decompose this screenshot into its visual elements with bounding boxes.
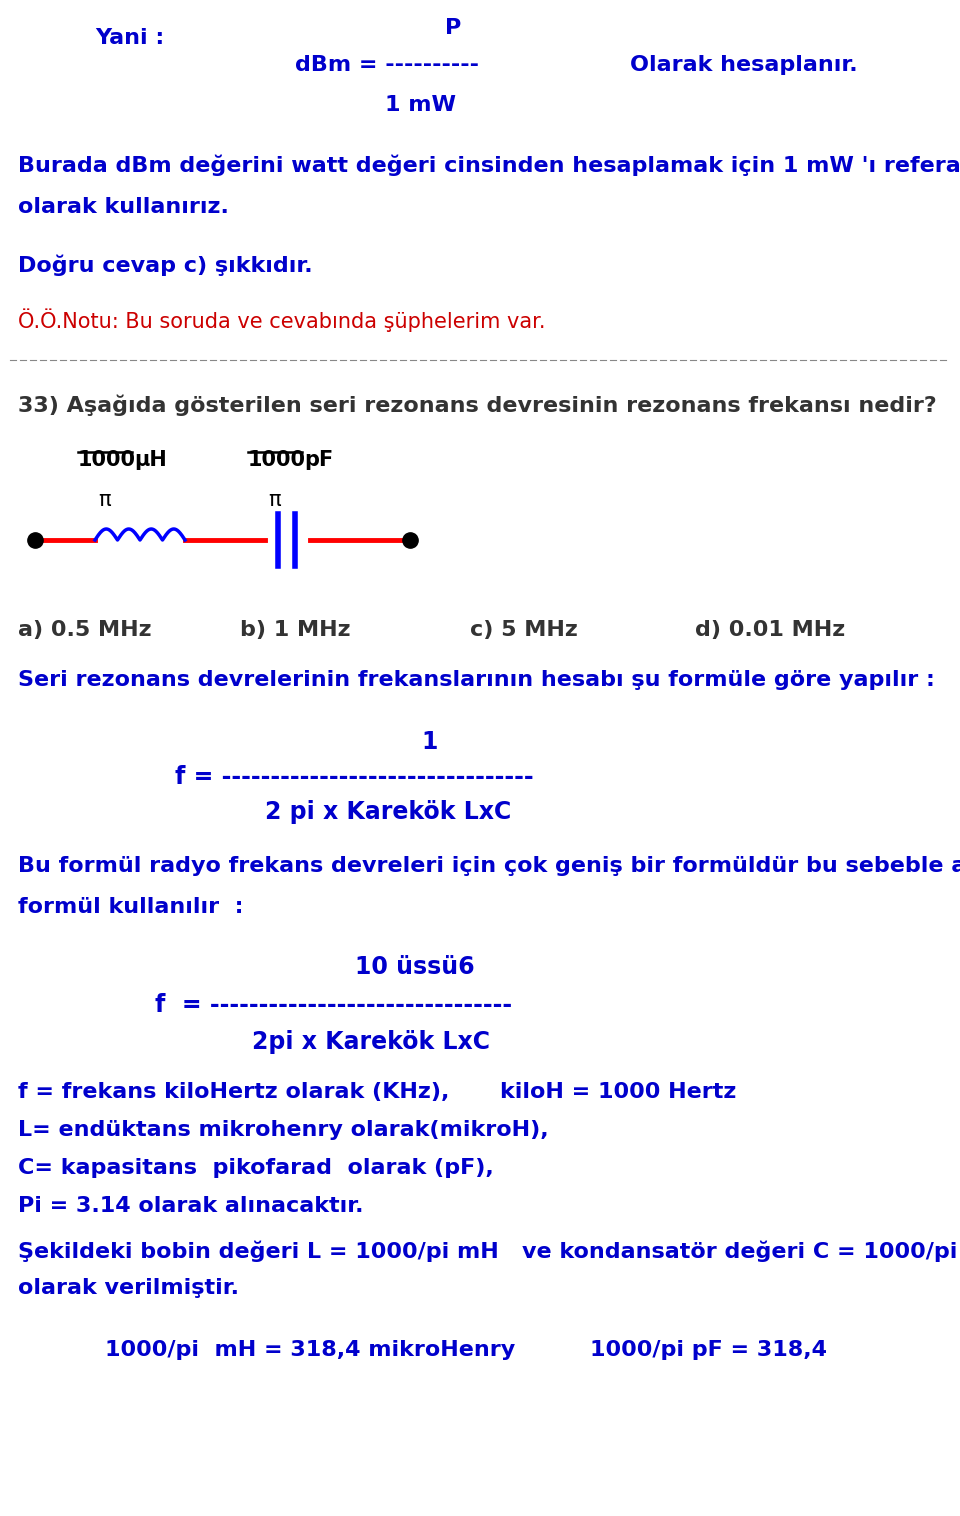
Text: pF: pF	[304, 450, 333, 470]
Text: kiloH = 1000 Hertz: kiloH = 1000 Hertz	[500, 1082, 736, 1102]
Text: 2 pi x Karekök LxC: 2 pi x Karekök LxC	[265, 800, 512, 825]
Text: 1000/pi pF = 318,4: 1000/pi pF = 318,4	[590, 1340, 827, 1360]
Text: 1000/pi  mH = 318,4 mikroHenry: 1000/pi mH = 318,4 mikroHenry	[105, 1340, 516, 1360]
Text: 1 mW: 1 mW	[385, 96, 456, 115]
Text: Burada dBm değerini watt değeri cinsinden hesaplamak için 1 mW 'ı referans çarpa: Burada dBm değerini watt değeri cinsinde…	[18, 155, 960, 176]
Text: Şekildeki bobin değeri L = 1000/pi mH   ve kondansatör değeri C = 1000/pi pF: Şekildeki bobin değeri L = 1000/pi mH ve…	[18, 1240, 960, 1261]
Text: f  = -------------------------------: f = -------------------------------	[155, 993, 512, 1017]
Text: Pi = 3.14 olarak alınacaktır.: Pi = 3.14 olarak alınacaktır.	[18, 1196, 364, 1216]
Text: olarak verilmiştir.: olarak verilmiştir.	[18, 1278, 239, 1298]
Text: 33) Aşağıda gösterilen seri rezonans devresinin rezonans frekansı nedir?: 33) Aşağıda gösterilen seri rezonans dev…	[18, 396, 937, 417]
Text: Seri rezonans devrelerinin frekanslarının hesabı şu formüle göre yapılır :: Seri rezonans devrelerinin frekanslarını…	[18, 670, 935, 690]
Text: f = --------------------------------: f = --------------------------------	[175, 766, 534, 788]
Text: 10 üssü6: 10 üssü6	[355, 955, 475, 979]
Text: 2pi x Karekök LxC: 2pi x Karekök LxC	[252, 1029, 490, 1054]
Text: 1000: 1000	[248, 450, 306, 470]
Text: Olarak hesaplanır.: Olarak hesaplanır.	[630, 55, 857, 74]
Text: 1000: 1000	[78, 450, 136, 470]
Text: f = frekans kiloHertz olarak (KHz),: f = frekans kiloHertz olarak (KHz),	[18, 1082, 449, 1102]
Text: P: P	[445, 18, 461, 38]
Text: Doğru cevap c) şıkkıdır.: Doğru cevap c) şıkkıdır.	[18, 255, 313, 276]
Text: c) 5 MHz: c) 5 MHz	[470, 620, 578, 640]
Text: L= endüktans mikrohenry olarak(mikroH),: L= endüktans mikrohenry olarak(mikroH),	[18, 1120, 548, 1140]
Text: olarak kullanırız.: olarak kullanırız.	[18, 197, 228, 217]
Text: a) 0.5 MHz: a) 0.5 MHz	[18, 620, 152, 640]
Text: Bu formül radyo frekans devreleri için çok geniş bir formüldür bu sebeble aşağıd: Bu formül radyo frekans devreleri için ç…	[18, 855, 960, 876]
Text: dBm = ----------: dBm = ----------	[295, 55, 479, 74]
Text: Yani :: Yani :	[95, 27, 164, 49]
Text: μH: μH	[134, 450, 167, 470]
Text: b) 1 MHz: b) 1 MHz	[240, 620, 350, 640]
Text: Ö.Ö.Notu: Bu soruda ve cevabında şüphelerim var.: Ö.Ö.Notu: Bu soruda ve cevabında şüphele…	[18, 308, 545, 332]
Text: d) 0.01 MHz: d) 0.01 MHz	[695, 620, 845, 640]
Text: 1: 1	[421, 731, 438, 753]
Text: C= kapasitans  pikofarad  olarak (pF),: C= kapasitans pikofarad olarak (pF),	[18, 1158, 493, 1178]
Text: formül kullanılır  :: formül kullanılır :	[18, 897, 244, 917]
Text: π: π	[268, 490, 280, 509]
Text: π: π	[98, 490, 110, 509]
